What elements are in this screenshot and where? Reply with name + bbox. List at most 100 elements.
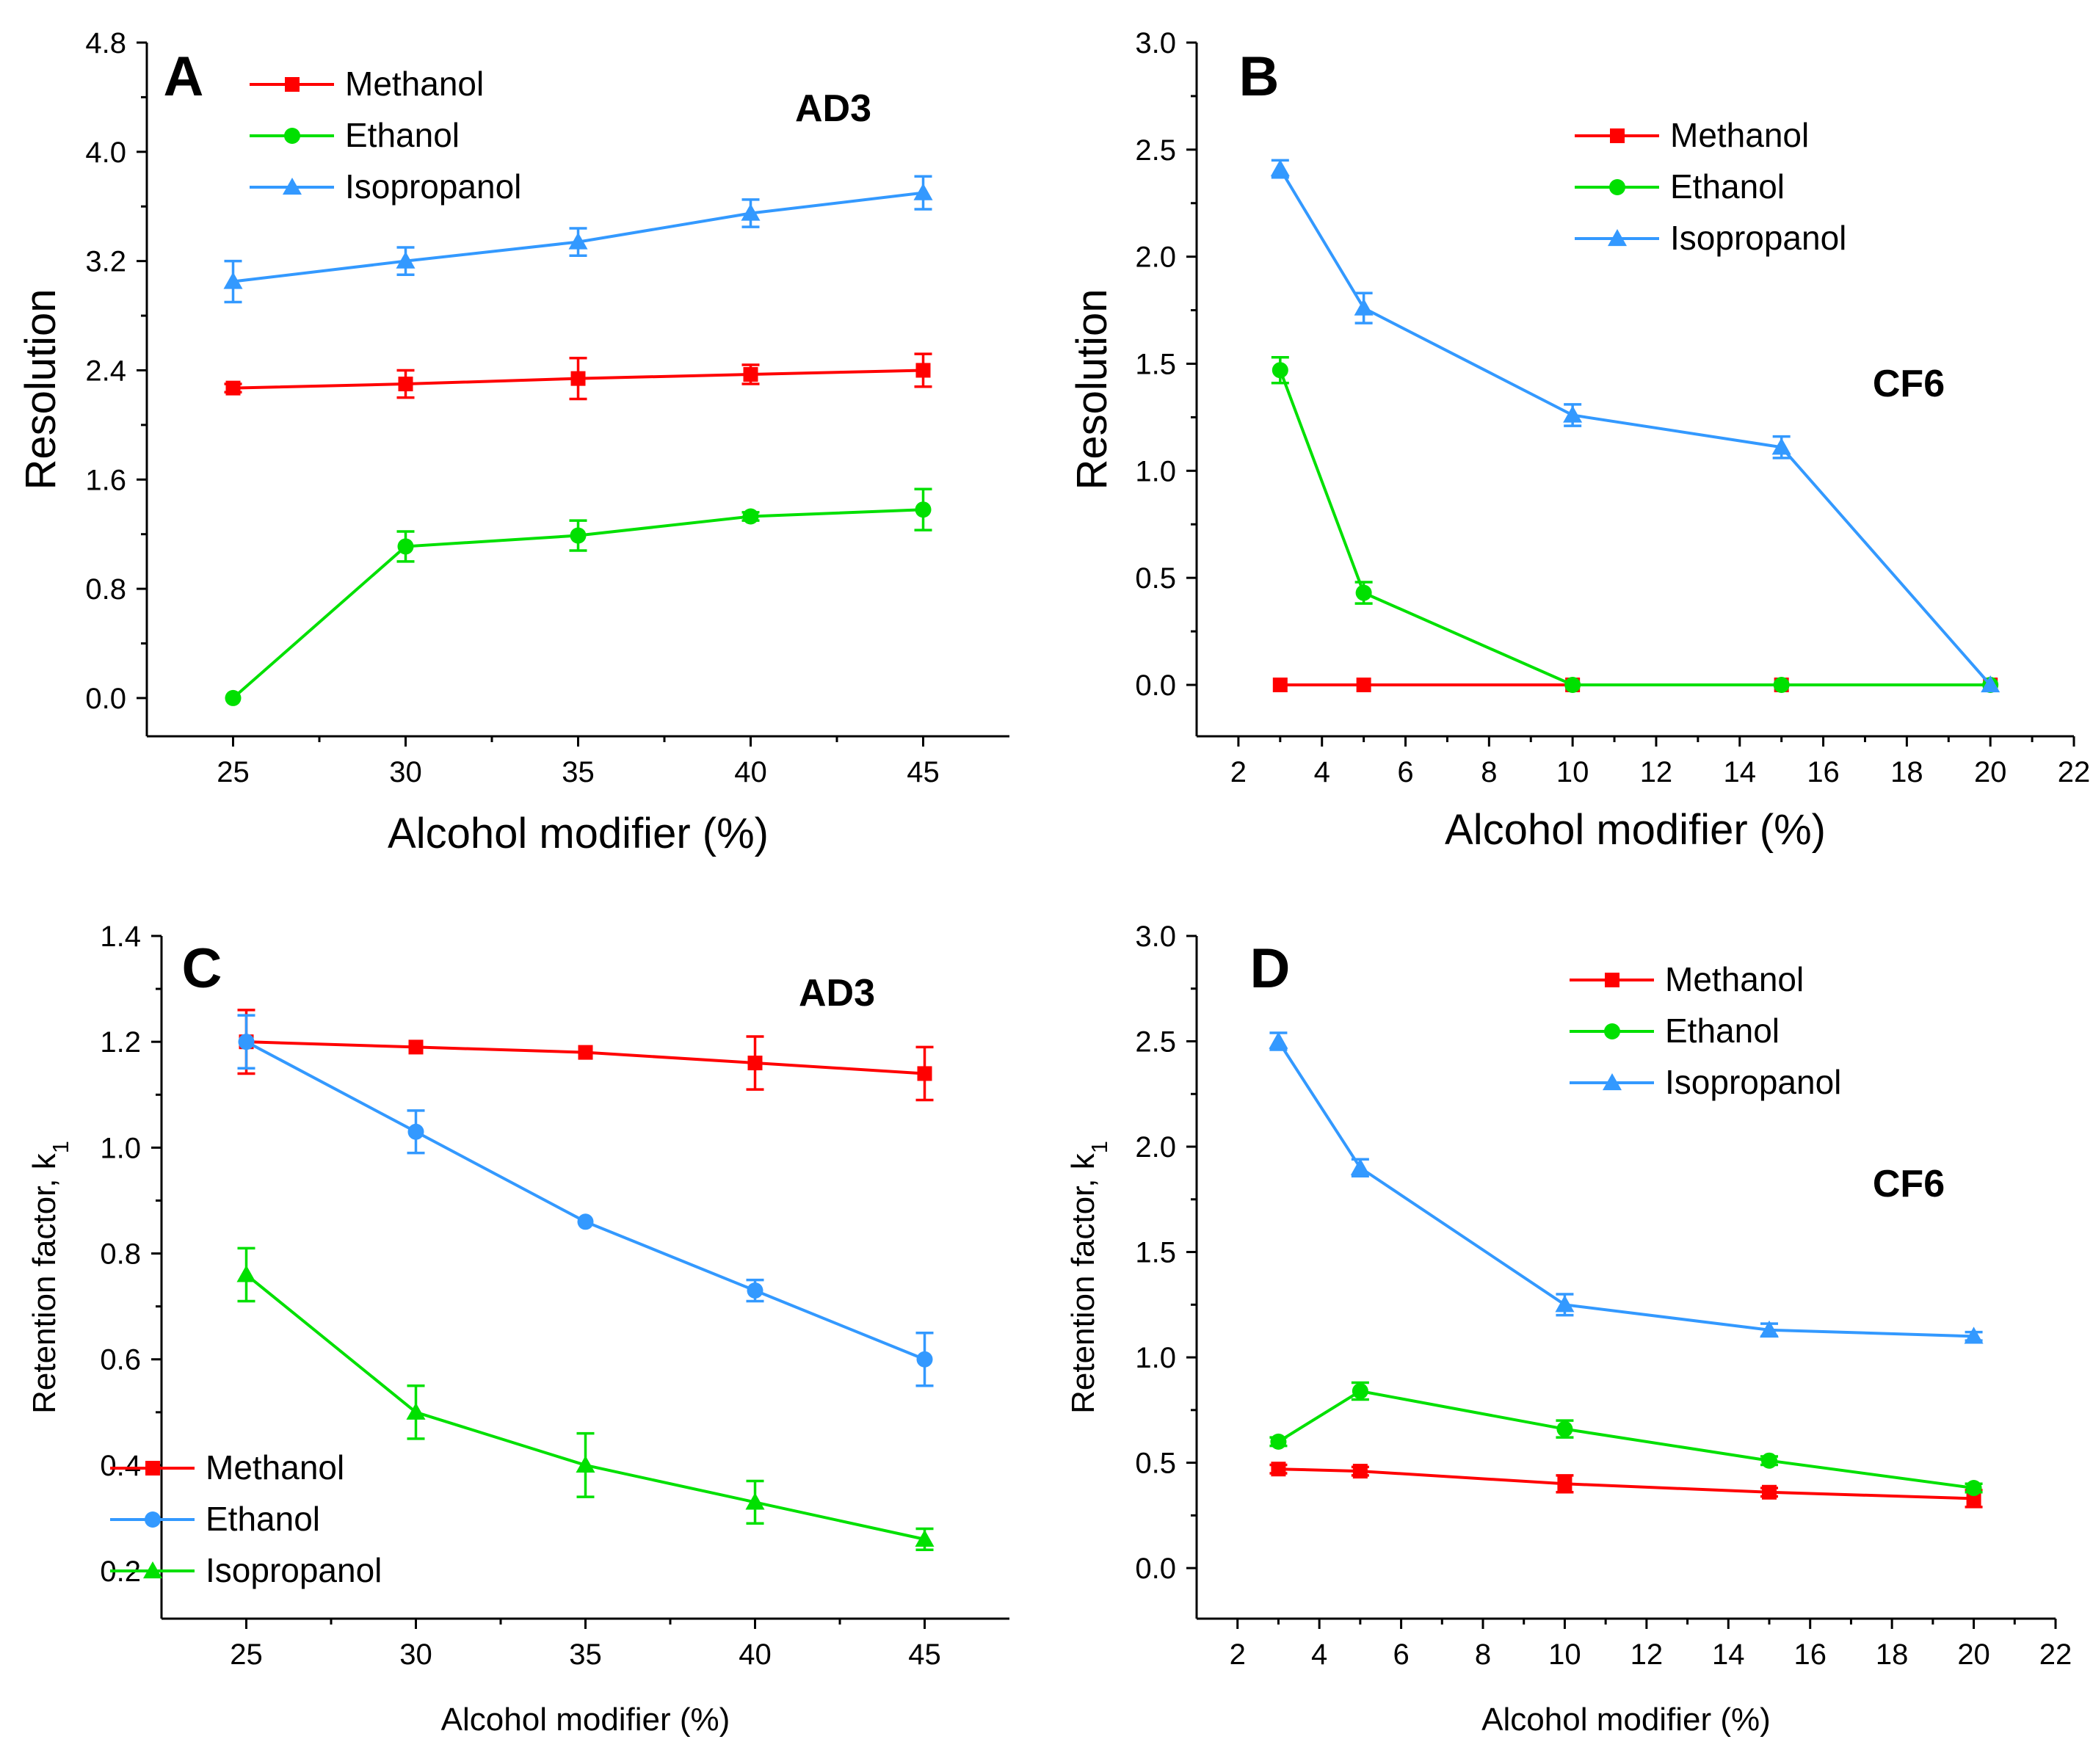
legend-marker	[1609, 179, 1625, 195]
legend-marker	[1610, 128, 1625, 143]
y-tick-label: 1.6	[85, 464, 126, 496]
y-tick-label: 0.6	[100, 1344, 141, 1376]
y-tick-label: 1.2	[100, 1026, 141, 1059]
data-point	[747, 1056, 763, 1071]
x-axis-title: Alcohol modifier (%)	[1481, 1702, 1771, 1738]
data-point	[1272, 362, 1288, 379]
panel-label: A	[164, 46, 204, 108]
y-tick-label: 1.0	[100, 1132, 141, 1164]
y-tick-label: 0.5	[1135, 1448, 1176, 1480]
x-tick-label: 12	[1630, 1638, 1664, 1671]
data-point	[577, 1213, 594, 1230]
y-axis-title: Resolution	[17, 288, 65, 490]
data-point	[1759, 1320, 1780, 1337]
data-point	[1564, 677, 1581, 693]
y-axis-title-subscript: 1	[48, 1141, 73, 1153]
data-point	[1352, 1383, 1368, 1399]
data-point	[1355, 584, 1372, 601]
data-point	[398, 377, 413, 392]
data-point	[1352, 1464, 1368, 1479]
y-tick-label: 1.0	[1135, 455, 1176, 487]
data-point	[917, 1066, 932, 1081]
y-axis-title: Resolution	[1068, 288, 1116, 490]
x-tick-label: 8	[1475, 1638, 1491, 1671]
legend-label: Isopropanol	[1665, 1063, 1841, 1101]
data-point	[1965, 1480, 1982, 1497]
data-point	[1350, 1158, 1370, 1175]
data-point	[1773, 677, 1790, 693]
x-tick-label: 2	[1230, 756, 1247, 788]
x-tick-label: 40	[734, 756, 767, 788]
x-tick-label: 20	[1957, 1638, 1990, 1671]
data-point	[741, 203, 761, 221]
y-tick-label: 0.8	[85, 573, 126, 606]
series-methanol	[1269, 1462, 1983, 1509]
x-tick-label: 4	[1314, 756, 1330, 788]
data-point	[747, 1282, 763, 1299]
series-isopropanol	[1269, 1031, 1984, 1344]
legend-marker	[145, 1511, 161, 1528]
data-point	[916, 1351, 933, 1368]
data-point	[1270, 1433, 1287, 1450]
x-tick-label: 30	[399, 1638, 432, 1671]
series-line	[1278, 369, 1991, 686]
legend-label: Isopropanol	[345, 167, 521, 206]
x-axis-title: Alcohol modifier (%)	[388, 810, 769, 857]
x-tick-label: 45	[907, 756, 940, 788]
y-tick-label: 2.5	[1135, 134, 1176, 167]
data-point	[1555, 1295, 1575, 1313]
x-tick-label: 30	[389, 756, 422, 788]
x-axis-title: Alcohol modifier (%)	[1445, 806, 1826, 854]
panel-annotation: CF6	[1873, 1163, 1945, 1205]
y-tick-label: 2.0	[1135, 242, 1176, 274]
panel-annotation: AD3	[799, 972, 875, 1015]
y-tick-label: 4.8	[85, 27, 126, 59]
y-tick-label: 0.0	[85, 683, 126, 715]
series-ethanol	[237, 1014, 934, 1387]
legend-label: Methanol	[345, 65, 484, 103]
y-tick-label: 0.0	[1135, 1553, 1176, 1585]
x-tick-label: 6	[1397, 756, 1413, 788]
legend-marker	[282, 177, 302, 195]
series-isopropanol	[1270, 159, 2000, 693]
x-tick-label: 25	[230, 1638, 263, 1671]
y-tick-label: 3.2	[85, 246, 126, 278]
data-point	[1762, 1484, 1777, 1500]
data-point	[1964, 1326, 1984, 1344]
data-point	[1981, 675, 2000, 693]
data-point	[236, 1265, 256, 1282]
y-tick-label: 1.4	[100, 921, 141, 953]
y-tick-label: 1.0	[1135, 1342, 1176, 1374]
data-point	[225, 689, 242, 706]
y-tick-label: 2.0	[1135, 1131, 1176, 1164]
series-isopropanol	[236, 1246, 935, 1552]
y-tick-label: 0.0	[1135, 669, 1176, 702]
data-point	[913, 183, 933, 200]
legend-label: Ethanol	[345, 116, 460, 154]
legend-label: Ethanol	[1665, 1012, 1780, 1050]
y-tick-label: 3.0	[1135, 921, 1176, 953]
data-point	[745, 1492, 765, 1510]
x-tick-label: 14	[1712, 1638, 1745, 1671]
data-point	[570, 527, 587, 544]
data-point	[1556, 1420, 1573, 1437]
data-point	[1356, 678, 1371, 692]
data-point	[1557, 1476, 1573, 1492]
data-point	[568, 232, 588, 250]
data-point	[1270, 159, 1290, 177]
data-point	[915, 1529, 935, 1547]
data-point	[743, 367, 758, 382]
legend-marker	[1604, 1023, 1620, 1039]
legend-label: Methanol	[1670, 116, 1809, 154]
legend-label: Ethanol	[1670, 167, 1785, 206]
legend-label: Methanol	[206, 1448, 344, 1487]
legend-label: Isopropanol	[206, 1551, 382, 1589]
series-line	[245, 1273, 925, 1541]
x-tick-label: 20	[1974, 756, 2007, 788]
legend-label: Isopropanol	[1670, 219, 1846, 257]
data-point	[578, 1045, 593, 1060]
series-methanol	[224, 352, 932, 401]
data-point	[576, 1455, 595, 1473]
panel-label: D	[1250, 937, 1291, 1000]
